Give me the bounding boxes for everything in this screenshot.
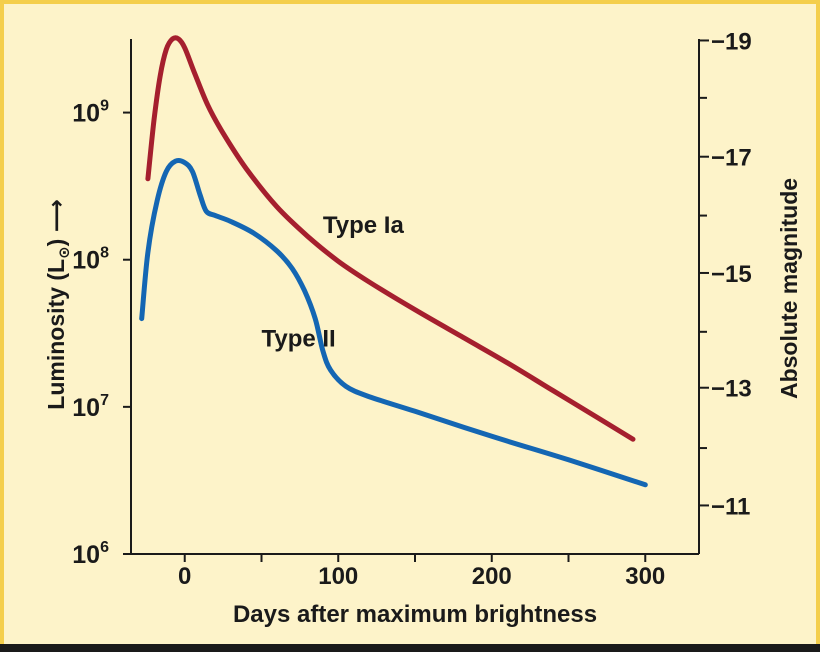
series-line-type-ia: [145, 35, 636, 442]
y-tick-label: 108: [72, 245, 109, 275]
y-tick-exponent: 8: [100, 245, 109, 262]
y-tick-label: 109: [72, 98, 109, 128]
y2-tick-label: −19: [711, 28, 752, 55]
series-label-type-ia: Type Ia: [323, 212, 405, 239]
x-tick-label: 200: [472, 563, 512, 590]
labels: Days after maximum brightness Luminosity …: [43, 178, 802, 628]
series-label-type-ii: Type II: [261, 326, 335, 353]
series-line-type-ii: [139, 158, 648, 488]
y-tick-label: 107: [72, 392, 109, 422]
y-axis-title-arrow: ) ⟶: [43, 199, 69, 246]
y2-tick-label: −13: [711, 376, 752, 403]
y-tick-base: 10: [72, 541, 100, 569]
x-axis-title: Days after maximum brightness: [233, 601, 597, 628]
x-tick-label: 100: [318, 563, 358, 590]
y2-tick-label: −15: [711, 261, 752, 288]
y-tick-exponent: 7: [100, 392, 109, 409]
y-tick-exponent: 6: [100, 539, 109, 556]
sun-symbol: ⊙: [56, 246, 73, 259]
x-tick-label: 300: [625, 563, 665, 590]
x-tick-label: 0: [178, 563, 191, 590]
y-tick-base: 10: [72, 100, 100, 128]
y-tick-base: 10: [72, 247, 100, 275]
y2-tick-label: −17: [711, 145, 752, 172]
y-tick-exponent: 9: [100, 98, 109, 115]
y2-tick-label: −11: [711, 493, 750, 520]
y-tick-label: 106: [72, 539, 109, 569]
bottom-bar: [0, 644, 820, 652]
y-tick-base: 10: [72, 394, 100, 422]
y-axis-title: Luminosity (L⊙) ⟶: [43, 199, 73, 409]
series-lines: [139, 35, 648, 488]
y-axis-title-text: Luminosity (L: [43, 259, 69, 410]
y2-axis-title: Absolute magnitude: [776, 178, 802, 399]
